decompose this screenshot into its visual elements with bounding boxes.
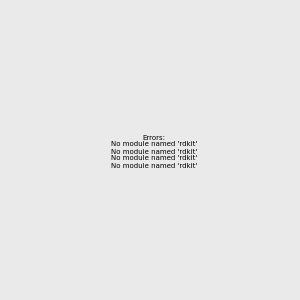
Text: Errors:
No module named 'rdkit'
No module named 'rdkit'
No module named 'rdkit'
: Errors: No module named 'rdkit' No modul… [111,134,197,169]
